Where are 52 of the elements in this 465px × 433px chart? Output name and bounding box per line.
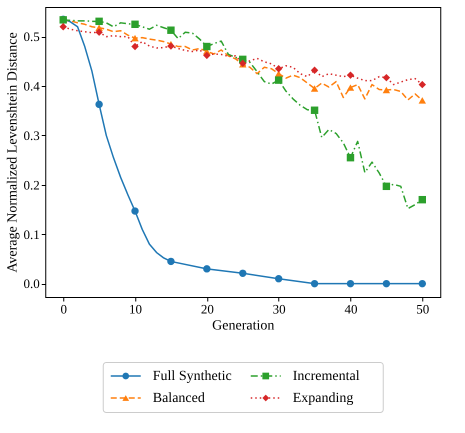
point <box>418 196 426 204</box>
y-tick-label: 0.2 <box>24 177 40 192</box>
point <box>310 106 318 114</box>
point <box>418 97 426 104</box>
point <box>203 42 211 50</box>
point <box>95 100 103 108</box>
legend-label: Expanding <box>292 391 354 406</box>
point <box>346 280 354 288</box>
point <box>131 42 139 50</box>
point <box>310 85 318 92</box>
legend-label: Balanced <box>152 391 205 406</box>
x-tick-label: 40 <box>344 302 358 316</box>
x-tick-label: 30 <box>272 302 286 316</box>
point <box>418 280 426 288</box>
x-tick-label: 50 <box>416 302 430 316</box>
point <box>346 71 354 79</box>
y-tick-label: 0.1 <box>24 226 40 242</box>
y-tick-label: 0.5 <box>24 29 40 44</box>
point <box>274 275 282 282</box>
point <box>131 207 139 215</box>
y-axis-title: Average Normalized Levenshtein Distance <box>6 32 20 273</box>
point <box>274 76 282 84</box>
point <box>167 26 175 34</box>
point <box>310 280 318 288</box>
point <box>346 84 354 91</box>
point <box>203 265 211 273</box>
point <box>274 65 282 72</box>
point <box>239 270 246 277</box>
point <box>310 66 318 74</box>
point <box>167 42 175 50</box>
point <box>382 74 390 82</box>
point <box>203 52 211 60</box>
y-tick-label: 0.3 <box>24 128 40 143</box>
point <box>382 280 390 288</box>
x-axis-title: Generation <box>212 318 274 334</box>
legend-label: Full Synthetic <box>152 369 232 384</box>
x-tick-label: 20 <box>200 302 214 316</box>
legend-label: Incremental <box>292 369 360 384</box>
point <box>418 80 426 88</box>
point <box>382 182 390 190</box>
point <box>95 18 103 26</box>
point <box>131 20 139 28</box>
point <box>167 258 175 266</box>
point <box>346 154 354 162</box>
point <box>95 28 103 36</box>
point <box>131 34 139 42</box>
point <box>59 23 67 30</box>
point <box>382 86 390 94</box>
y-tick-label: 0.4 <box>24 78 40 94</box>
x-tick-label: 10 <box>129 302 142 316</box>
x-tick-label: 0 <box>60 302 67 316</box>
y-tick-label: 0.0 <box>24 276 40 292</box>
